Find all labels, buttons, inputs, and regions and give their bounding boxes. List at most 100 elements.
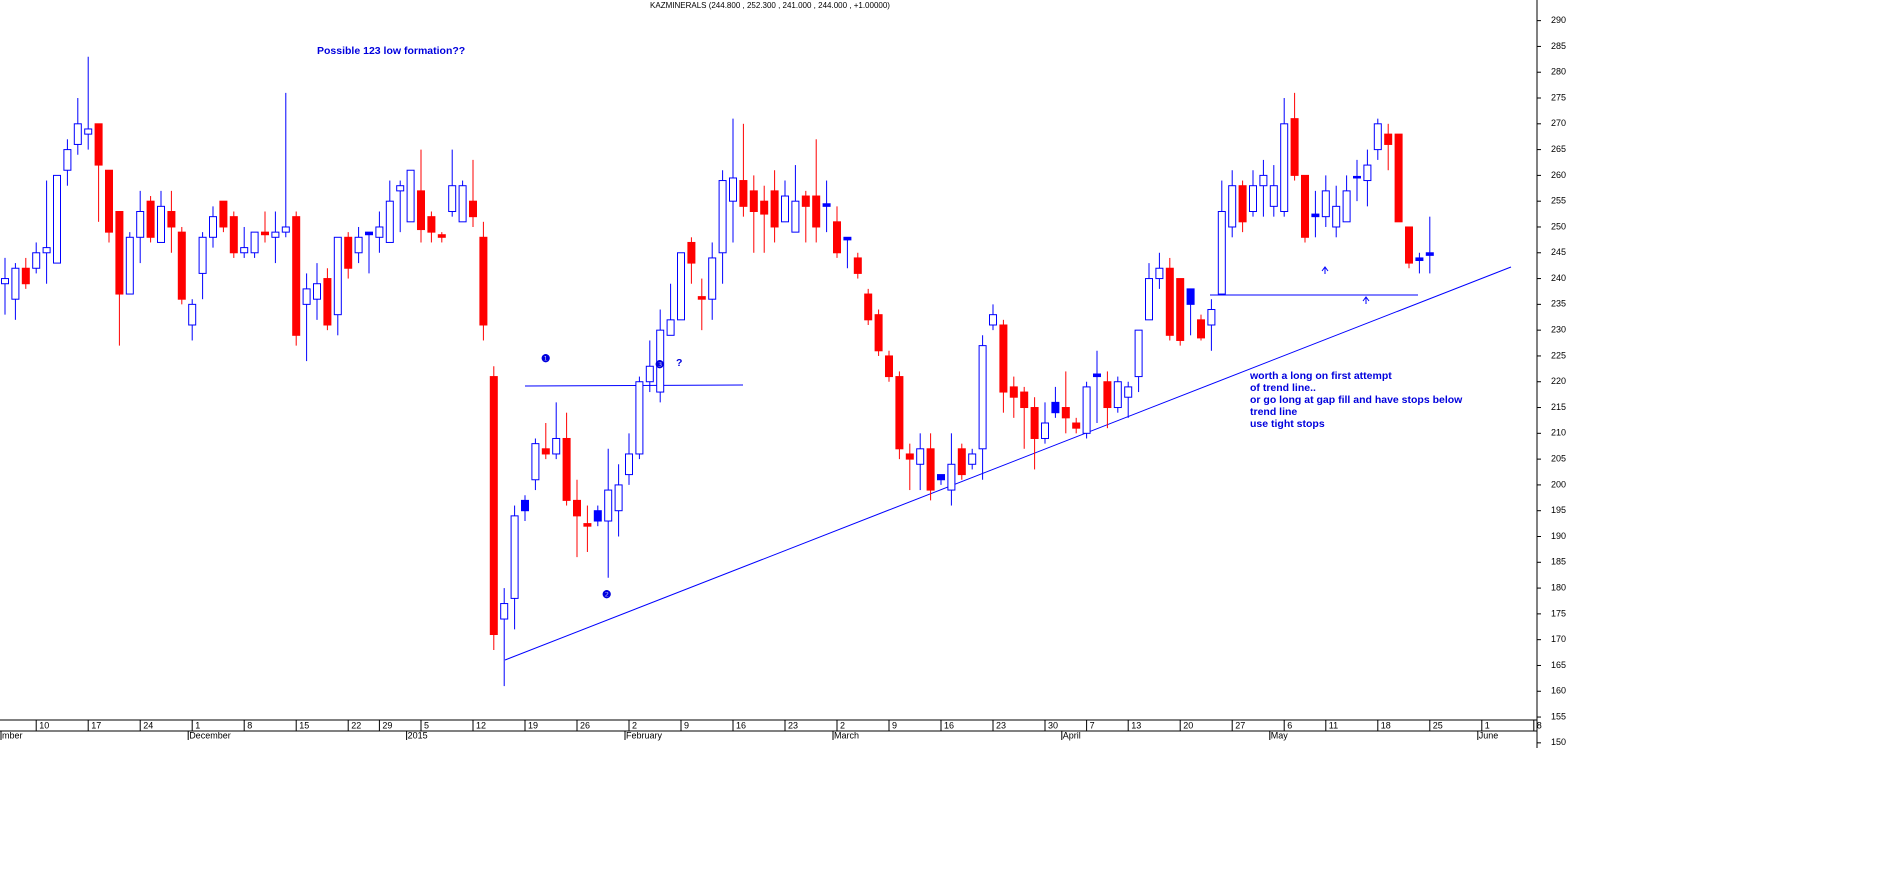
y-tick-label: 215: [1551, 402, 1566, 412]
candle-body: [1207, 309, 1216, 326]
candle-body: [105, 169, 113, 233]
candle-body: [1238, 185, 1247, 223]
x-tick-label: 1: [1485, 720, 1490, 730]
candle-body: [469, 200, 477, 218]
x-tick-label: 9: [892, 720, 897, 730]
candle-body: [968, 453, 977, 465]
candle-body: [1186, 288, 1195, 305]
candle-body: [749, 190, 758, 213]
x-tick-label: 16: [944, 720, 954, 730]
y-tick-label: 205: [1551, 453, 1566, 463]
month-label: February: [626, 730, 663, 740]
x-tick-label: 24: [143, 720, 153, 730]
candle-body: [708, 257, 717, 300]
candle-body: [1072, 422, 1081, 429]
candle-body: [635, 381, 644, 455]
candle-body: [687, 241, 696, 264]
candle-body: [926, 448, 935, 491]
candle-body: [1197, 319, 1205, 339]
candle-body: [656, 329, 665, 393]
y-tick-label: 160: [1551, 686, 1566, 696]
candle-body: [781, 195, 789, 223]
candle-body: [552, 437, 561, 455]
candle-body: [573, 499, 581, 517]
candle-body: [864, 293, 873, 321]
candle-body: [292, 216, 301, 336]
candle-body: [73, 123, 82, 145]
y-tick-label: 280: [1551, 67, 1566, 77]
y-tick-label: 285: [1551, 41, 1566, 51]
x-tick-label: 11: [1329, 720, 1338, 730]
candle-body: [1030, 407, 1039, 439]
y-tick-label: 250: [1551, 221, 1566, 231]
candle-body: [11, 267, 20, 300]
candle-body: [1134, 329, 1143, 378]
candle-body: [1259, 174, 1268, 187]
candle-body: [521, 499, 529, 512]
candle-body: [833, 221, 841, 254]
candle-body: [229, 216, 238, 254]
candle-body: [1353, 175, 1361, 179]
candle-body: [500, 603, 509, 620]
candle-body: [645, 365, 654, 383]
candle-body: [125, 236, 134, 295]
annotation: ?: [676, 357, 682, 369]
arrow: [1362, 296, 1370, 304]
candle-body: [1311, 213, 1320, 218]
candle-body: [1228, 185, 1237, 228]
candle-body: [718, 180, 727, 254]
candle-body: [1332, 205, 1341, 228]
candle-body: [1249, 185, 1257, 213]
candle-body: [1290, 118, 1299, 176]
candle-body: [219, 200, 228, 228]
candle-body: [146, 200, 155, 238]
x-tick-label: 7: [1090, 720, 1095, 730]
candle-body: [843, 236, 852, 241]
y-tick-label: 210: [1551, 428, 1566, 438]
x-tick-label: 27: [1235, 720, 1245, 730]
x-tick-label: 23: [996, 720, 1006, 730]
candle-body: [885, 355, 893, 378]
candle-body: [281, 226, 290, 233]
y-tick-label: 225: [1551, 350, 1566, 360]
candle-body: [1103, 381, 1112, 409]
candle-body: [739, 180, 748, 207]
annotation: worth a long on first attempt: [1249, 370, 1392, 382]
candle-body: [417, 190, 425, 231]
candle-body: [1415, 257, 1424, 262]
candle-body: [1363, 164, 1372, 182]
candle-body: [1394, 133, 1403, 223]
candle-body: [510, 515, 519, 599]
candle-body: [1009, 386, 1018, 398]
annotation: or go long at gap fill and have stops be…: [1250, 394, 1463, 406]
candle-body: [1082, 386, 1091, 434]
y-tick-label: 195: [1551, 505, 1566, 515]
candle-body: [406, 169, 415, 223]
candle-body: [593, 510, 602, 522]
candle-body: [313, 283, 321, 300]
candle-body: [84, 128, 93, 135]
candle-body: [1384, 133, 1393, 145]
candle-body: [250, 231, 259, 254]
candle-body: [1217, 211, 1226, 295]
candle-body: [323, 278, 332, 326]
candle-body: [531, 443, 540, 481]
candle-body: [978, 345, 987, 450]
annotation: trend line: [1250, 406, 1297, 418]
candle-body: [1342, 190, 1351, 223]
candle-body: [21, 267, 30, 285]
annotation: Possible 123 low formation??: [317, 45, 465, 57]
candle-body: [677, 252, 685, 321]
candle-body: [937, 474, 945, 481]
month-label: March: [834, 730, 859, 740]
month-label: December: [189, 730, 231, 740]
x-tick-label: 22: [351, 720, 361, 730]
y-tick-label: 185: [1551, 557, 1566, 567]
candle-body: [198, 236, 207, 274]
x-tick-label: 8: [1537, 720, 1542, 730]
y-tick-label: 175: [1551, 608, 1566, 618]
candle-body: [333, 236, 342, 316]
candle-body: [895, 376, 904, 450]
